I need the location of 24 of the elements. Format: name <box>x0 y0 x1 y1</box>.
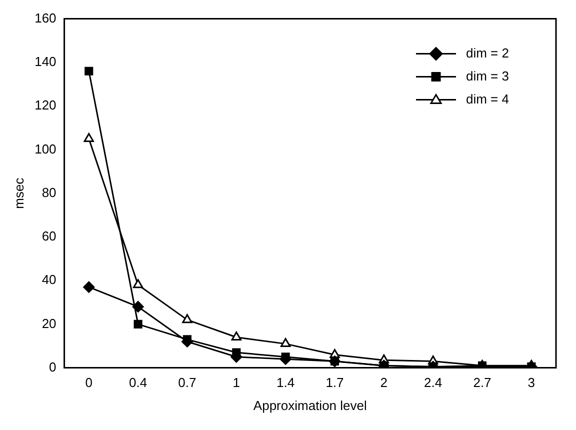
y-tick-label: 80 <box>42 184 56 200</box>
y-tick-label: 100 <box>34 141 56 156</box>
y-tick-label: 40 <box>42 272 56 288</box>
x-tick-label: 0.7 <box>178 375 196 390</box>
x-tick-label: 1.4 <box>276 375 295 390</box>
y-tick-label: 20 <box>42 316 56 331</box>
y-tick-label: 120 <box>34 98 56 113</box>
x-tick-label: 2.7 <box>473 375 492 390</box>
y-tick-label: 140 <box>34 54 56 70</box>
x-tick-label: 1 <box>232 375 240 390</box>
x-tick-label: 0 <box>85 375 92 390</box>
x-axis-title: Approximation level <box>253 398 367 413</box>
y-tick-label: 160 <box>34 10 56 26</box>
x-tick-label: 2 <box>380 375 388 390</box>
x-tick-label: 1.7 <box>326 375 344 390</box>
y-tick-label: 0 <box>49 359 56 374</box>
x-tick-label: 0.4 <box>129 375 148 390</box>
x-tick-label: 2.4 <box>424 375 442 390</box>
legend-label: dim = 3 <box>466 68 509 84</box>
legend-label: dim = 4 <box>466 91 509 106</box>
x-tick-label: 3 <box>528 375 536 390</box>
legend-label: dim = 2 <box>466 45 509 60</box>
y-axis-title: msec <box>11 177 26 209</box>
y-tick-label: 60 <box>42 228 56 244</box>
